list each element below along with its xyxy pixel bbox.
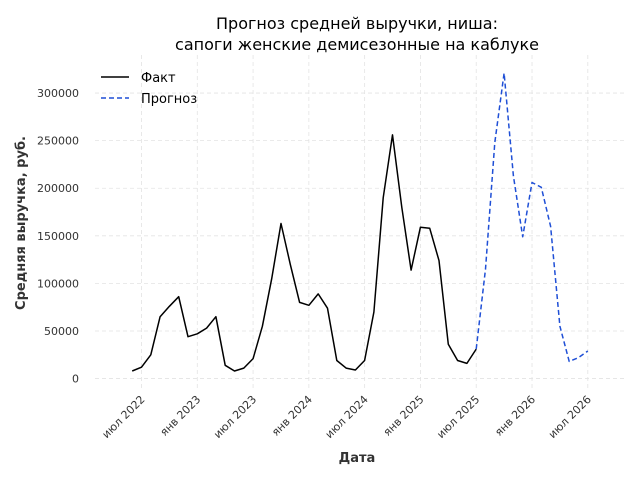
x-tick-label: июл 2022 — [100, 393, 148, 441]
x-tick-label: июл 2024 — [323, 393, 371, 441]
y-axis-ticks: 0 50000 100000 150000 200000 250000 300000 — [37, 87, 79, 386]
series-group — [131, 72, 589, 372]
legend-label-fact: Факт — [141, 71, 176, 86]
chart-title-line-1: Прогноз средней выручки, ниша: — [216, 14, 498, 33]
x-tick-label: янв 2024 — [269, 393, 315, 439]
x-tick-label: янв 2026 — [492, 393, 538, 439]
y-tick-label: 0 — [72, 373, 79, 386]
x-axis-label: Дата — [339, 451, 376, 466]
y-tick-label: 100000 — [37, 277, 79, 290]
x-axis-ticks: июл 2022 янв 2023 июл 2023 янв 2024 июл 2024… — [100, 393, 594, 441]
x-tick-label: июл 2025 — [434, 393, 482, 441]
y-tick-label: 200000 — [37, 182, 79, 195]
x-tick-label: янв 2023 — [158, 393, 204, 439]
y-axis-label: Средняя выручка, руб. — [14, 136, 29, 310]
legend: Факт Прогноз — [101, 71, 197, 107]
series-line-fact — [131, 134, 477, 372]
y-tick-label: 250000 — [37, 135, 79, 148]
x-tick-label: июл 2023 — [211, 393, 259, 441]
grid — [95, 55, 625, 390]
x-tick-label: июл 2026 — [546, 393, 594, 441]
y-tick-label: 300000 — [37, 87, 79, 100]
y-tick-label: 150000 — [37, 230, 79, 243]
x-tick-label: янв 2025 — [381, 393, 427, 439]
y-tick-label: 50000 — [44, 325, 79, 338]
series-line-forecast — [475, 72, 589, 363]
chart-title-line-2: сапоги женские демисезонные на каблуке — [175, 35, 539, 54]
legend-label-forecast: Прогноз — [141, 92, 197, 107]
